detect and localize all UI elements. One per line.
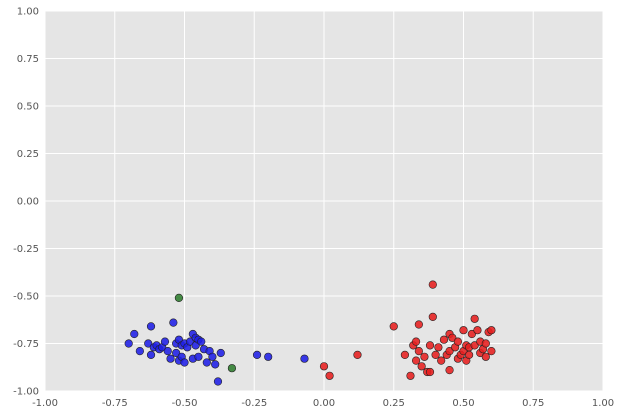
x-tick-label: -0.75 — [102, 398, 128, 409]
x-tick-label: 0.50 — [452, 398, 474, 409]
scatter-point-series-1 — [135, 347, 144, 356]
scatter-point-series-1 — [124, 339, 133, 348]
scatter-point-series-1 — [202, 358, 211, 367]
grid — [44, 10, 604, 392]
scatter-point-series-1 — [146, 322, 156, 331]
y-tick-label: -0.75 — [13, 339, 39, 350]
scatter-point-series-3 — [414, 320, 423, 329]
scatter-point-series-3 — [420, 352, 429, 361]
x-tick-label: -0.50 — [172, 398, 198, 409]
y-tick-label: -0.50 — [13, 292, 39, 303]
scatter-point-series-3 — [473, 326, 482, 335]
scatter-point-series-1 — [208, 352, 217, 361]
scatter-point-series-1 — [185, 337, 195, 346]
scatter-point-series-3 — [445, 347, 454, 356]
scatter-point-series-1 — [172, 348, 181, 358]
scatter-point-series-3 — [428, 280, 437, 289]
scatter-point-series-3 — [467, 329, 476, 339]
scatter-point-series-3 — [414, 347, 423, 356]
scatter-point-series-3 — [400, 350, 410, 360]
y-tick-label: 0.25 — [17, 149, 39, 160]
y-tick-label: -0.25 — [13, 244, 39, 255]
scatter-point-series-3 — [434, 343, 443, 352]
scatter-point-series-3 — [417, 362, 426, 371]
y-tick-label: 0.00 — [17, 197, 39, 208]
scatter-point-series-1 — [197, 337, 206, 346]
scatter-point-series-1 — [169, 318, 178, 327]
scatter-point-series-3 — [470, 314, 479, 323]
scatter-point-series-1 — [144, 339, 153, 348]
scatter-point-series-3 — [470, 341, 479, 350]
y-tick-label: -1.00 — [13, 387, 39, 398]
y-tick-label: 0.50 — [17, 102, 39, 113]
scatter-point-series-1 — [252, 350, 262, 360]
x-tick-label: -1.00 — [32, 398, 58, 409]
scatter-point-series-2 — [227, 364, 237, 373]
x-tick-label: 0.00 — [313, 398, 335, 409]
x-tick-label: 0.75 — [522, 398, 544, 409]
scatter-point-series-1 — [300, 354, 309, 363]
scatter-point-series-3 — [459, 326, 468, 335]
x-tick-label: -0.25 — [241, 398, 267, 409]
x-tick-label: 0.25 — [383, 398, 405, 409]
scatter-point-series-1 — [146, 350, 156, 360]
scatter-point-series-3 — [353, 350, 362, 360]
scatter-point-series-1 — [130, 329, 139, 339]
y-axis-ticks: 1.00 0.75 0.50 0.25 0.00 -0.25 -0.50 -0.75 -1.00 — [13, 7, 39, 398]
x-tick-label: 1.00 — [592, 398, 614, 409]
scatter-point-series-1 — [211, 360, 220, 369]
y-tick-label: 1.00 — [17, 7, 39, 18]
scatter-point-series-3 — [431, 350, 440, 360]
scatter-point-series-1 — [166, 354, 175, 363]
scatter-point-series-3 — [319, 362, 329, 371]
scatter-point-series-3 — [481, 352, 490, 361]
scatter-point-series-3 — [425, 367, 435, 377]
scatter-point-series-1 — [163, 347, 172, 356]
scatter-point-series-3 — [481, 339, 490, 348]
scatter-point-series-3 — [437, 356, 446, 365]
scatter-point-series-3 — [445, 366, 454, 375]
scatter-point-series-3 — [425, 341, 435, 350]
scatter-point-series-3 — [325, 371, 334, 380]
scatter-point-series-1 — [216, 348, 225, 358]
scatter-point-series-3 — [453, 337, 463, 346]
scatter-point-series-3 — [487, 326, 496, 335]
data-points — [124, 280, 496, 386]
y-tick-label: 0.75 — [17, 54, 39, 65]
scatter-point-series-1 — [264, 352, 273, 361]
scatter-point-series-1 — [180, 358, 189, 367]
scatter-point-series-3 — [439, 335, 449, 344]
scatter-point-series-3 — [464, 350, 474, 360]
scatter-point-series-3 — [411, 356, 421, 365]
scatter-point-series-3 — [411, 337, 421, 346]
scatter-point-series-1 — [213, 377, 223, 386]
scatter-point-series-3 — [487, 347, 496, 356]
scatter-point-series-3 — [406, 371, 415, 380]
scatter-point-series-3 — [389, 322, 398, 331]
x-axis-ticks: -1.00 -0.75 -0.50 -0.25 0.00 0.25 0.50 0.75 1.00 — [32, 398, 614, 409]
scatter-point-series-3 — [448, 333, 457, 342]
scatter-point-series-1 — [194, 352, 203, 361]
scatter-point-series-3 — [428, 312, 437, 322]
scatter-point-series-2 — [174, 293, 184, 303]
scatter-point-series-1 — [160, 337, 170, 346]
